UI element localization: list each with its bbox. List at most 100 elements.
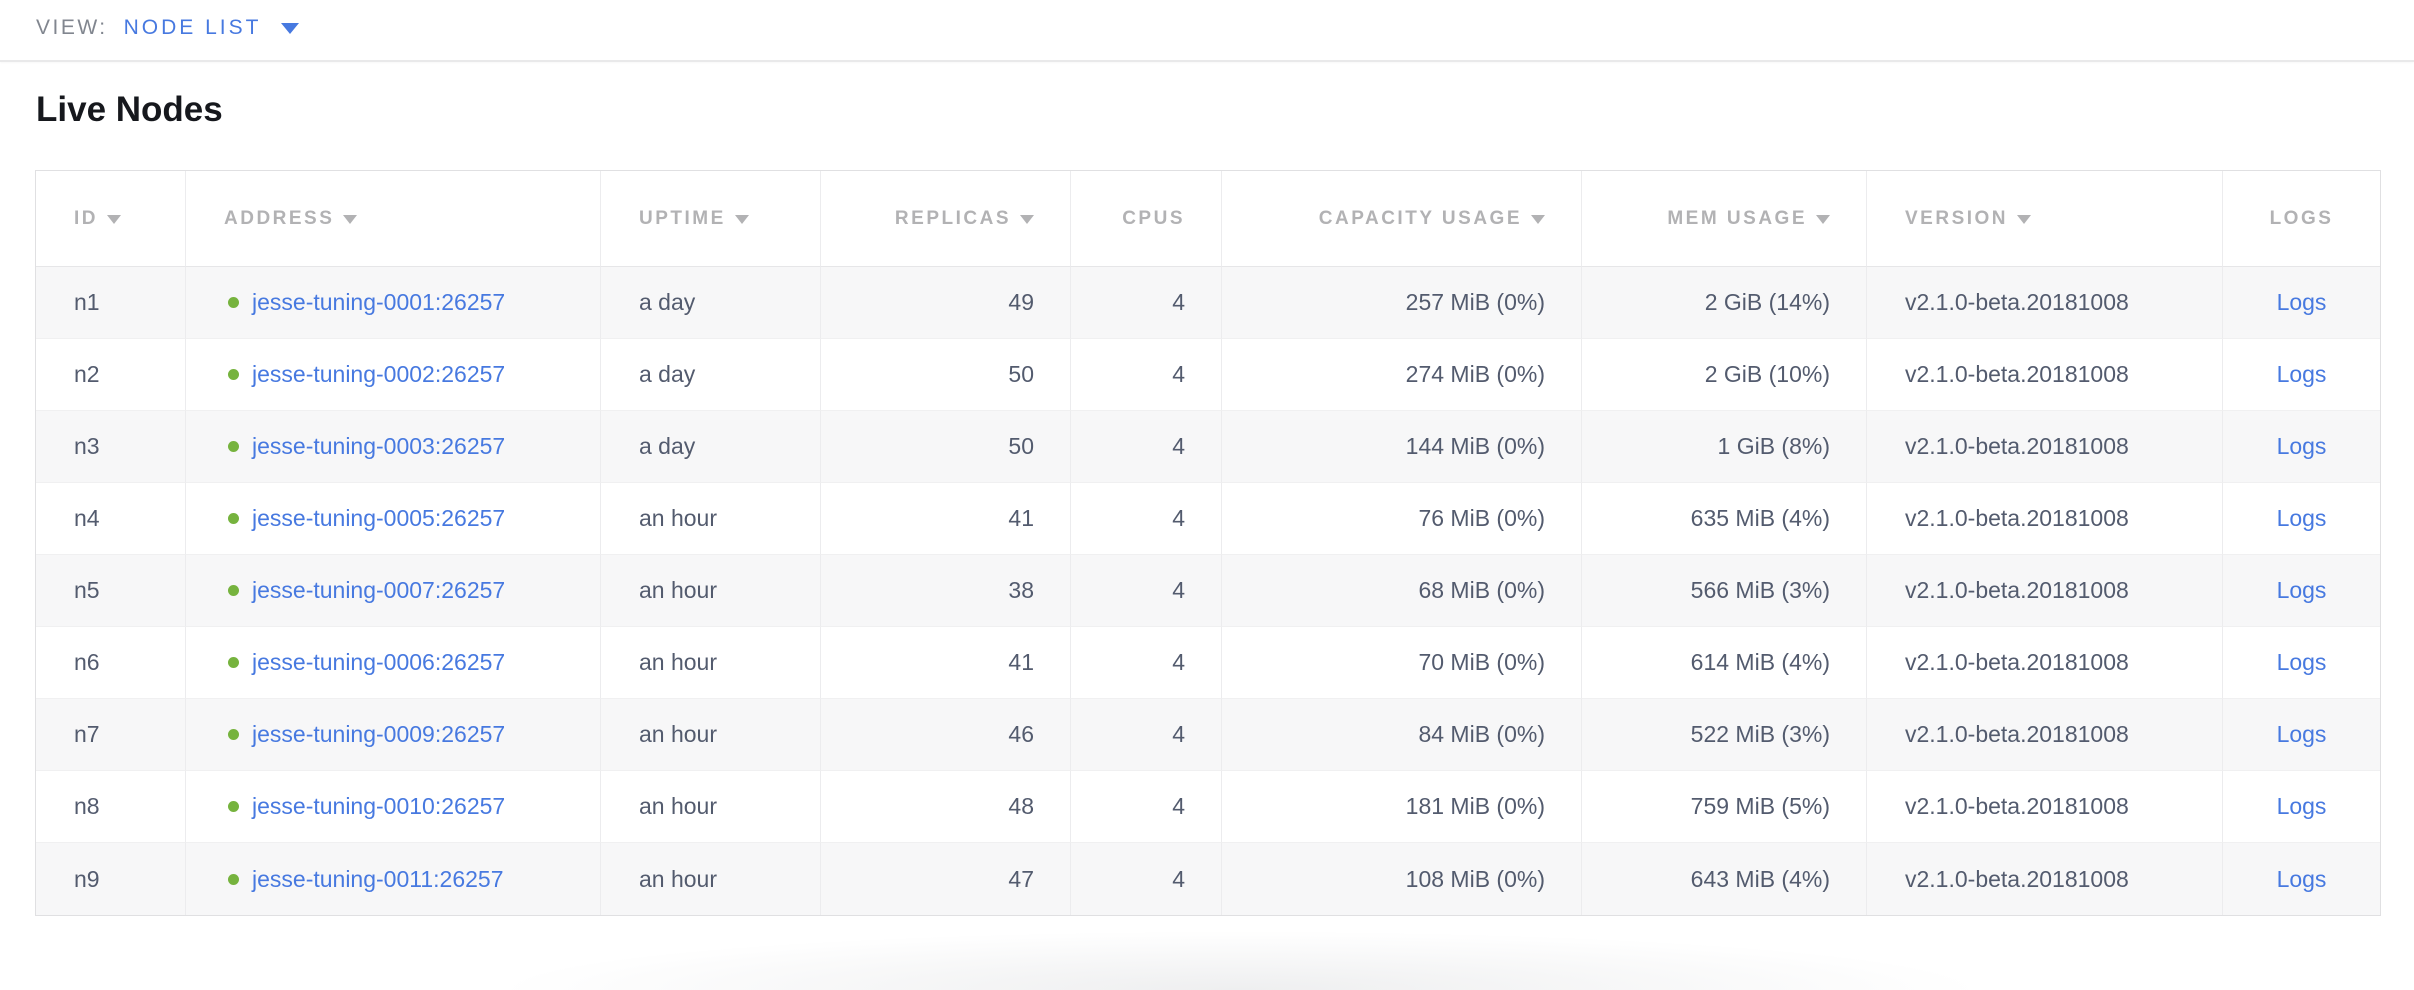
column-header-id[interactable]: ID bbox=[36, 171, 186, 267]
cell-id: n1 bbox=[36, 267, 186, 339]
column-header-address[interactable]: ADDRESS bbox=[186, 171, 601, 267]
cell-address: jesse-tuning-0003:26257 bbox=[186, 411, 601, 483]
version-value: v2.1.0-beta.20181008 bbox=[1905, 793, 2129, 819]
logs-link[interactable]: Logs bbox=[2276, 577, 2327, 603]
cell-mem: 614 MiB (4%) bbox=[1582, 627, 1867, 699]
node-address-link[interactable]: jesse-tuning-0009:26257 bbox=[252, 721, 506, 747]
cell-cpus: 4 bbox=[1071, 555, 1222, 627]
sort-desc-icon bbox=[1020, 214, 1034, 224]
capacity-value: 84 MiB (0%) bbox=[1418, 721, 1545, 747]
cell-address: jesse-tuning-0006:26257 bbox=[186, 627, 601, 699]
sort-desc-icon bbox=[1816, 214, 1830, 224]
replicas-value: 48 bbox=[1008, 793, 1034, 819]
logs-link[interactable]: Logs bbox=[2276, 721, 2327, 747]
cell-capacity: 70 MiB (0%) bbox=[1222, 627, 1582, 699]
node-address-link[interactable]: jesse-tuning-0007:26257 bbox=[252, 577, 506, 603]
column-header-capacity[interactable]: CAPACITY USAGE bbox=[1222, 171, 1582, 267]
column-header-label: CPUS bbox=[1122, 207, 1185, 229]
version-value: v2.1.0-beta.20181008 bbox=[1905, 505, 2129, 531]
node-address-link[interactable]: jesse-tuning-0003:26257 bbox=[252, 433, 506, 459]
column-header-label: MEM USAGE bbox=[1667, 207, 1807, 229]
view-dropdown-value: NODE LIST bbox=[123, 16, 262, 39]
cell-capacity: 274 MiB (0%) bbox=[1222, 339, 1582, 411]
cpus-value: 4 bbox=[1172, 577, 1185, 603]
sort-desc-icon bbox=[734, 214, 749, 224]
capacity-value: 274 MiB (0%) bbox=[1405, 361, 1545, 387]
capacity-value: 144 MiB (0%) bbox=[1405, 433, 1545, 459]
column-header-version[interactable]: VERSION bbox=[1867, 171, 2223, 267]
table-row: n8 jesse-tuning-0010:26257 an hour 48 4 181 M… bbox=[36, 771, 2380, 843]
table-row: n7 jesse-tuning-0009:26257 an hour 46 4 84 Mi… bbox=[36, 699, 2380, 771]
logs-link[interactable]: Logs bbox=[2276, 361, 2327, 387]
column-header-label: REPLICAS bbox=[894, 207, 1011, 229]
cell-logs: Logs bbox=[2223, 483, 2380, 555]
sort-desc-icon bbox=[2017, 214, 2032, 224]
replicas-value: 47 bbox=[1008, 865, 1034, 892]
uptime-value: a day bbox=[639, 433, 696, 459]
mem-value: 614 MiB (4%) bbox=[1690, 649, 1830, 675]
cell-cpus: 4 bbox=[1071, 411, 1222, 483]
sort-desc-icon bbox=[1531, 214, 1545, 224]
healthy-status-dot-icon bbox=[228, 585, 239, 596]
cell-replicas: 41 bbox=[821, 483, 1071, 555]
cell-logs: Logs bbox=[2223, 411, 2380, 483]
view-selector-bar: VIEW: NODE LIST bbox=[0, 0, 2414, 62]
id-value: n6 bbox=[74, 649, 100, 675]
logs-link[interactable]: Logs bbox=[2276, 433, 2327, 459]
table-row: n4 jesse-tuning-0005:26257 an hour 41 4 76 Mi… bbox=[36, 483, 2380, 555]
live-nodes-table: ID ADDRESS UPTIME REPLICAS CPUS CAPACITY USAG… bbox=[35, 170, 2381, 916]
logs-link[interactable]: Logs bbox=[2276, 865, 2327, 892]
page-title: Live Nodes bbox=[36, 90, 223, 129]
cell-replicas: 48 bbox=[821, 771, 1071, 843]
cpus-value: 4 bbox=[1172, 361, 1185, 387]
version-value: v2.1.0-beta.20181008 bbox=[1905, 721, 2129, 747]
uptime-value: an hour bbox=[639, 577, 718, 603]
cell-capacity: 76 MiB (0%) bbox=[1222, 483, 1582, 555]
mem-value: 1 GiB (8%) bbox=[1717, 433, 1830, 459]
logs-link[interactable]: Logs bbox=[2276, 649, 2327, 675]
id-value: n9 bbox=[74, 865, 100, 892]
cell-mem: 635 MiB (4%) bbox=[1582, 483, 1867, 555]
column-header-uptime[interactable]: UPTIME bbox=[601, 171, 821, 267]
node-address-link[interactable]: jesse-tuning-0001:26257 bbox=[252, 289, 506, 315]
column-header-label: ID bbox=[74, 207, 98, 229]
cell-logs: Logs bbox=[2223, 699, 2380, 771]
version-value: v2.1.0-beta.20181008 bbox=[1905, 289, 2129, 315]
column-header-mem[interactable]: MEM USAGE bbox=[1582, 171, 1867, 267]
node-address-link[interactable]: jesse-tuning-0011:26257 bbox=[252, 865, 504, 892]
capacity-value: 257 MiB (0%) bbox=[1405, 289, 1545, 315]
node-address-link[interactable]: jesse-tuning-0002:26257 bbox=[252, 361, 506, 387]
bottom-shadow bbox=[490, 930, 1990, 990]
cell-cpus: 4 bbox=[1071, 699, 1222, 771]
cpus-value: 4 bbox=[1172, 649, 1185, 675]
node-address-link[interactable]: jesse-tuning-0010:26257 bbox=[252, 793, 506, 819]
cell-mem: 2 GiB (14%) bbox=[1582, 267, 1867, 339]
table-row: n2 jesse-tuning-0002:26257 a day 50 4 274 MiB… bbox=[36, 339, 2380, 411]
cell-uptime: an hour bbox=[601, 627, 821, 699]
node-address-link[interactable]: jesse-tuning-0006:26257 bbox=[252, 649, 506, 675]
logs-link[interactable]: Logs bbox=[2276, 289, 2327, 315]
cell-replicas: 46 bbox=[821, 699, 1071, 771]
cell-uptime: a day bbox=[601, 339, 821, 411]
view-dropdown[interactable]: NODE LIST bbox=[124, 16, 300, 40]
cell-cpus: 4 bbox=[1071, 339, 1222, 411]
column-header-replicas[interactable]: REPLICAS bbox=[821, 171, 1071, 267]
cell-version: v2.1.0-beta.20181008 bbox=[1867, 483, 2223, 555]
replicas-value: 50 bbox=[1008, 433, 1034, 459]
id-value: n1 bbox=[74, 289, 100, 315]
cell-logs: Logs bbox=[2223, 267, 2380, 339]
logs-link[interactable]: Logs bbox=[2276, 793, 2327, 819]
cpus-value: 4 bbox=[1172, 289, 1185, 315]
capacity-value: 181 MiB (0%) bbox=[1405, 793, 1545, 819]
cell-address: jesse-tuning-0002:26257 bbox=[186, 339, 601, 411]
uptime-value: a day bbox=[639, 289, 696, 315]
logs-link[interactable]: Logs bbox=[2276, 505, 2327, 531]
cell-capacity: 108 MiB (0%) bbox=[1222, 843, 1582, 915]
mem-value: 522 MiB (3%) bbox=[1690, 721, 1830, 747]
node-address-link[interactable]: jesse-tuning-0005:26257 bbox=[252, 505, 506, 531]
cell-version: v2.1.0-beta.20181008 bbox=[1867, 555, 2223, 627]
cell-cpus: 4 bbox=[1071, 483, 1222, 555]
healthy-status-dot-icon bbox=[228, 657, 239, 668]
cell-capacity: 257 MiB (0%) bbox=[1222, 267, 1582, 339]
capacity-value: 68 MiB (0%) bbox=[1418, 577, 1545, 603]
